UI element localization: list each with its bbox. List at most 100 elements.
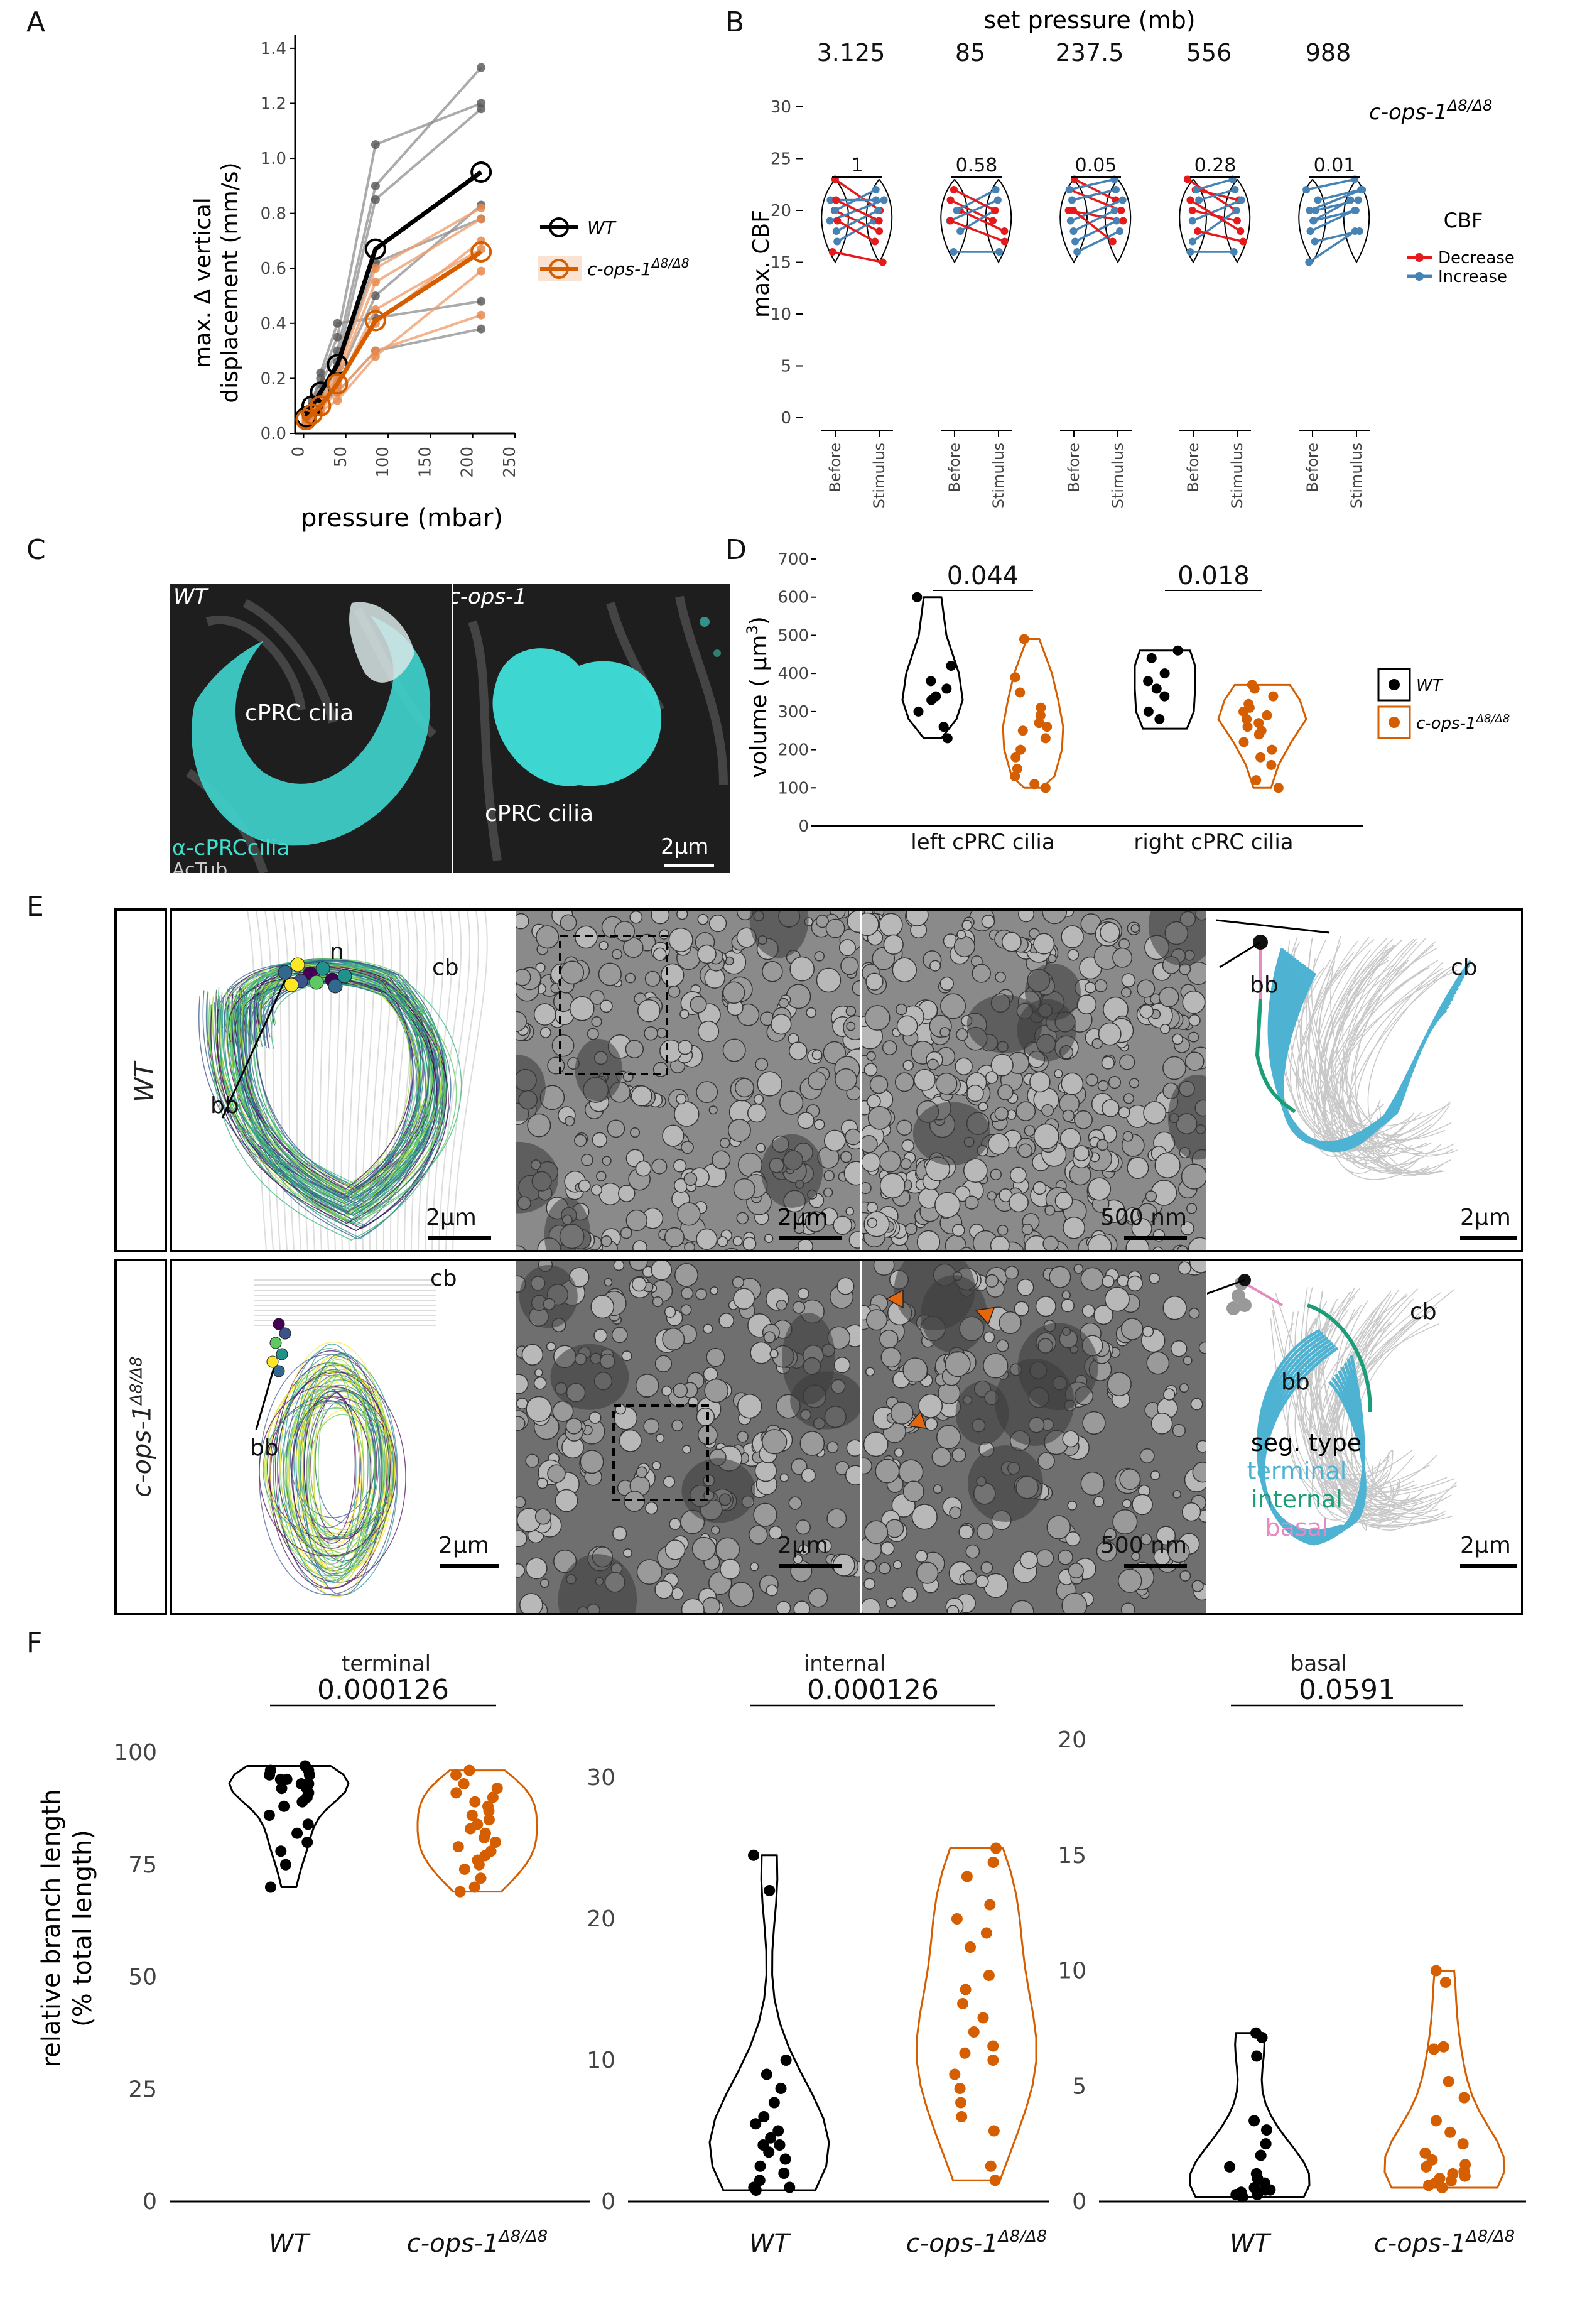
em-profile bbox=[806, 1007, 816, 1018]
em-nucleus bbox=[681, 1458, 756, 1523]
increase-line bbox=[1069, 178, 1115, 191]
basal-body bbox=[278, 965, 293, 980]
basal-body bbox=[273, 1318, 285, 1330]
em-profile bbox=[931, 1447, 951, 1467]
mut-reconstruction bbox=[172, 1261, 516, 1613]
pvalue-label: 0.05 bbox=[1075, 155, 1117, 176]
cbf-point-before bbox=[826, 196, 835, 204]
mut-seg-bb-label: bb bbox=[1281, 1369, 1310, 1395]
decrease-line bbox=[832, 251, 883, 264]
em-profile bbox=[629, 1261, 648, 1271]
em-profile bbox=[1067, 948, 1080, 961]
em-profile bbox=[815, 915, 829, 928]
wt-individual-point bbox=[477, 324, 486, 334]
row-label-wt-box: WT bbox=[114, 908, 167, 1252]
violin-before bbox=[1059, 178, 1088, 264]
grey-strand bbox=[1311, 958, 1458, 1155]
mut-individual-point bbox=[371, 264, 380, 273]
em-profile bbox=[701, 1597, 721, 1613]
em-profile bbox=[797, 1288, 809, 1300]
decrease-line bbox=[1069, 188, 1122, 212]
cbf-point-stimulus bbox=[1118, 196, 1127, 204]
cbf-point-before bbox=[950, 248, 958, 256]
em-profile bbox=[681, 1286, 694, 1300]
branch-length-point bbox=[1255, 2149, 1267, 2161]
increase-line bbox=[1318, 188, 1362, 202]
wt-individual-line bbox=[305, 67, 482, 418]
legend-decrease-marker bbox=[1415, 253, 1424, 262]
cbf-point-before bbox=[1069, 227, 1078, 235]
basal-body bbox=[266, 1355, 279, 1368]
em-profile bbox=[644, 970, 661, 987]
em-profile bbox=[990, 1235, 1010, 1250]
em-profile bbox=[990, 1168, 1002, 1180]
branch-length-point bbox=[758, 2111, 770, 2122]
em-profile bbox=[644, 1026, 658, 1041]
branch-length-point bbox=[1459, 2159, 1471, 2171]
cilium-strand bbox=[279, 1341, 387, 1581]
panel-letter-c: C bbox=[26, 534, 46, 566]
em-nucleus bbox=[519, 1264, 578, 1328]
cbf-point-stimulus bbox=[991, 207, 999, 214]
em-nucleus bbox=[544, 1197, 591, 1250]
em-profile bbox=[1158, 986, 1179, 1007]
branch-length-point bbox=[1458, 2092, 1470, 2104]
em-profile bbox=[1005, 1266, 1019, 1280]
em-profile bbox=[945, 1351, 971, 1377]
grey-strand bbox=[1323, 970, 1458, 1150]
volume-point bbox=[1151, 683, 1162, 694]
violin-stimulus bbox=[985, 178, 1012, 264]
seg-type-basal: basal bbox=[1265, 1514, 1329, 1541]
cbf-point-stimulus bbox=[1346, 196, 1355, 204]
x-tick-label: 50 bbox=[332, 447, 350, 467]
volume-point bbox=[1010, 672, 1020, 683]
em-nucleus bbox=[1148, 911, 1206, 966]
em-profile bbox=[551, 1034, 575, 1057]
violin bbox=[416, 1769, 538, 1893]
em-profile bbox=[762, 960, 783, 982]
background-fiber bbox=[308, 911, 315, 1250]
em-profile bbox=[680, 1304, 692, 1316]
em-profile bbox=[867, 1105, 892, 1130]
cbf-point-before bbox=[833, 237, 842, 246]
wt-individual-point bbox=[371, 291, 380, 301]
em-profile bbox=[564, 1116, 575, 1127]
wt-em1-scale-bar bbox=[779, 1236, 842, 1240]
background-fiber bbox=[438, 911, 471, 1250]
violin bbox=[228, 1764, 350, 1888]
em-profile bbox=[779, 1473, 789, 1482]
x-tick-label-before: Before bbox=[826, 443, 844, 492]
internal-segment bbox=[1255, 948, 1296, 1114]
y-tick-label: 0.0 bbox=[261, 425, 286, 443]
cbf-point-before bbox=[946, 196, 955, 204]
grey-strand bbox=[1311, 1306, 1427, 1521]
em-profile bbox=[848, 1231, 860, 1249]
decrease-line bbox=[1072, 209, 1113, 242]
x-category-label: right cPRC cilia bbox=[1134, 830, 1293, 855]
y-tick-label: 0 bbox=[1072, 2189, 1086, 2215]
em-profile bbox=[737, 1431, 749, 1443]
em-profile bbox=[703, 1323, 713, 1334]
basal-body bbox=[284, 977, 299, 992]
em-profile bbox=[673, 1159, 687, 1173]
em-profile bbox=[736, 1212, 749, 1225]
wt-individual-point bbox=[333, 332, 342, 342]
branch-length-point bbox=[987, 2040, 999, 2052]
grey-strand bbox=[1322, 1323, 1446, 1517]
em-profile bbox=[934, 1192, 961, 1219]
em-profile bbox=[1170, 1340, 1188, 1357]
branch-length-point bbox=[483, 1814, 495, 1826]
increase-line bbox=[1073, 209, 1115, 232]
increase-line bbox=[1314, 230, 1360, 243]
em-profile bbox=[1145, 1190, 1157, 1202]
em-profile bbox=[1097, 1080, 1109, 1092]
panel-c-mut-cilia-label: cPRC cilia bbox=[485, 801, 594, 827]
em-profile bbox=[826, 1441, 839, 1453]
em-profile bbox=[1192, 1462, 1206, 1483]
y-tick-label: 30 bbox=[587, 1765, 615, 1791]
branch-length-point bbox=[1426, 2154, 1438, 2166]
pvalue-label: 0.044 bbox=[947, 562, 1019, 590]
cbf-point-before bbox=[831, 207, 839, 214]
em-profile bbox=[864, 1520, 889, 1545]
em-profile bbox=[946, 1605, 960, 1613]
